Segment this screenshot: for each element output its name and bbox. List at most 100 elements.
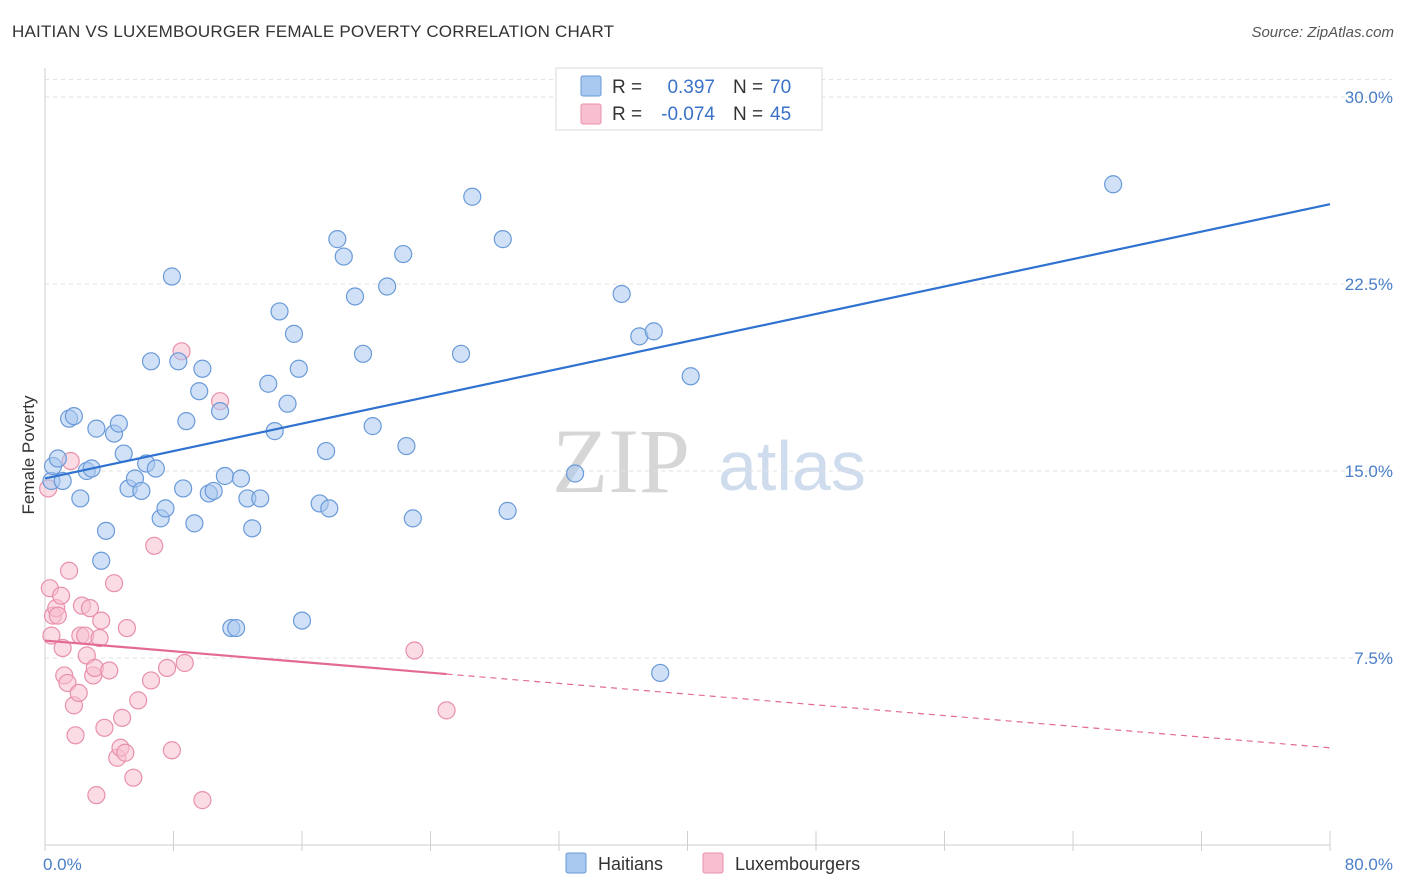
legend-r-label-haitians: R = [612,77,642,98]
bottom-legend-label-luxembourgers: Luxembourgers [735,854,860,874]
haitian-point [71,489,90,508]
haitian-point [227,618,246,638]
haitian-point [169,352,188,371]
legend-n-label-luxembourgers: N = [733,104,763,125]
haitian-point [251,489,270,508]
haitian-point [185,514,204,533]
luxembourger-point [129,691,148,710]
luxembourger-point [69,683,88,703]
luxembourgers-trend-line [44,639,447,676]
luxembourger-point [104,574,124,593]
legend-swatch-luxembourgers [580,103,602,125]
luxembourger-point [157,658,177,678]
legend-n-value-luxembourgers: 45 [770,104,791,125]
haitian-point [463,187,482,206]
legend-n-label-haitians: N = [733,77,763,98]
haitian-point [378,277,397,296]
haitian-point [87,419,106,438]
haitian-point [681,367,700,386]
haitian-point [334,247,353,266]
correlation-legend: R = 0.397 N = 70 R = -0.074 N = 45 [555,67,823,131]
haitian-point [328,230,347,249]
legend-swatch-haitians [580,75,602,97]
haitian-point [316,441,336,461]
haitian-point [612,284,631,304]
chart-title: HAITIAN VS LUXEMBOURGER FEMALE POVERTY C… [12,22,615,41]
haitian-point [644,322,663,341]
axes [44,68,1331,851]
source-label: Source: ZipAtlas.com [1251,24,1394,41]
luxembourger-point [53,638,72,658]
haitian-point [397,436,416,456]
luxembourger-point [80,599,100,618]
bottom-legend-swatch-haitians [565,852,587,874]
haitian-point [204,481,223,501]
haitian-point [190,382,209,401]
haitian-point [92,551,111,570]
y-tick-label: 30.0% [1345,88,1393,107]
haitian-point [651,663,670,683]
y-tick-label: 22.5% [1345,275,1393,294]
legend-r-value-haitians: 0.397 [667,77,715,98]
haitian-point [146,459,165,478]
trend-lines [44,203,1331,749]
series-legend: Haitians Luxembourgers [565,852,860,874]
x-tick-label: 0.0% [43,855,82,874]
haitian-point [231,469,251,488]
haitian-point [284,324,304,343]
luxembourger-point [100,661,119,680]
bottom-legend-swatch-luxembourgers [702,852,724,874]
haitian-point [215,466,234,486]
haitian-point [363,417,382,436]
y-tick-labels: 7.5% 15.0% 22.5% 30.0% [1345,88,1393,668]
luxembourger-point [193,791,212,810]
legend-r-label-luxembourgers: R = [612,104,642,125]
haitian-point [141,352,161,371]
haitian-point [320,499,339,518]
grid-lines [45,79,1392,659]
bottom-legend-label-haitians: Haitians [598,854,663,874]
haitian-point [498,501,517,520]
luxembourger-point [175,653,194,673]
haitian-point [394,244,413,264]
haitian-point [451,344,471,363]
luxembourger-point [141,671,161,690]
haitian-point [289,359,308,378]
luxembourger-point [116,743,135,762]
haitian-point [1104,175,1123,194]
haitian-point [193,359,212,378]
legend-r-value-luxembourgers: -0.074 [661,104,715,125]
haitians-points [42,175,1123,683]
luxembourger-point [59,561,79,580]
haitian-point [259,374,278,393]
x-tick-label: 80.0% [1345,855,1393,874]
luxembourger-point [405,641,424,660]
luxembourger-point [117,618,137,638]
haitian-point [565,464,585,483]
haitians-trend-line [44,203,1331,480]
luxembourger-point [145,536,164,555]
y-tick-label: 7.5% [1354,649,1393,668]
luxembourger-point [87,786,106,805]
luxembourgers-trend-line-dashed [446,673,1331,749]
haitian-point [109,414,128,433]
luxembourger-point [66,726,85,745]
haitian-point [96,521,116,540]
luxembourger-point [124,768,143,787]
haitian-point [132,481,151,501]
haitian-point [64,407,84,426]
y-axis-label: Female Poverty [19,395,38,515]
luxembourger-point [92,611,111,630]
watermark-atlas: atlas [718,427,866,505]
haitian-point [353,344,373,363]
haitian-point [174,479,193,498]
luxembourgers-points [39,342,456,810]
haitian-point [403,509,422,528]
haitian-point [270,302,289,321]
watermark-zip: ZIP [552,410,690,512]
haitian-point [243,519,262,538]
x-tick-labels: 0.0% 80.0% [43,855,1393,874]
legend-n-value-haitians: 70 [770,77,791,98]
haitian-point [278,394,297,413]
